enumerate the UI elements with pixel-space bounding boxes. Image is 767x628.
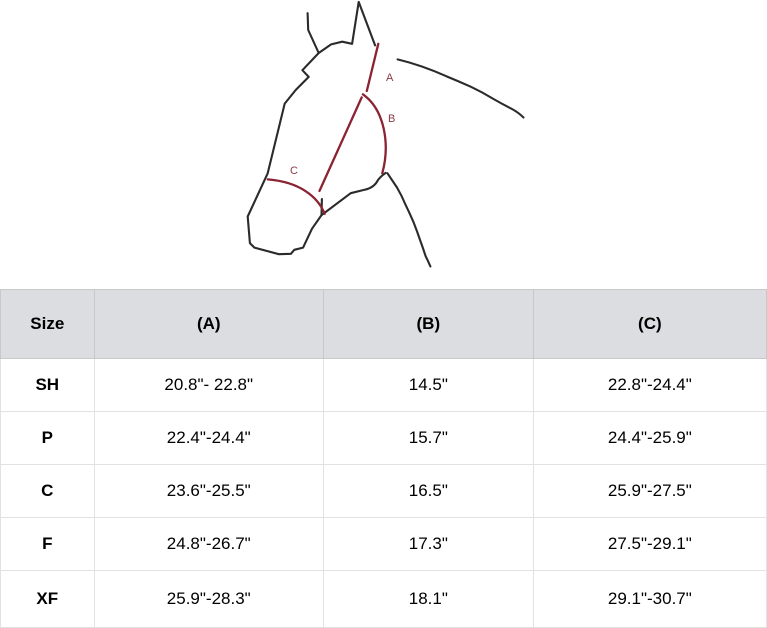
svg-text:B: B — [388, 113, 395, 125]
svg-text:C: C — [290, 165, 298, 177]
svg-text:A: A — [386, 72, 394, 84]
